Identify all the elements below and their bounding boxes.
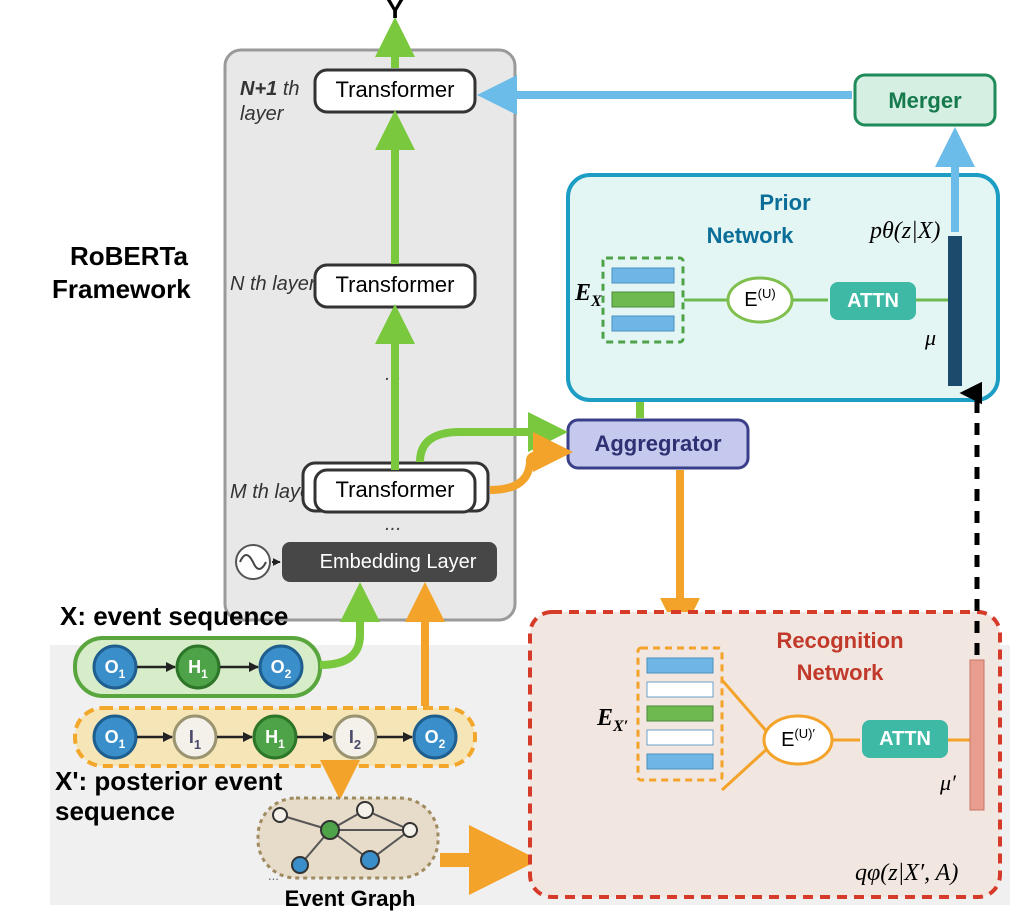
transformer-box: Transformer [315, 70, 475, 112]
eup-node: E(U)′ [764, 716, 832, 764]
ex-bars [603, 258, 683, 342]
svg-text:Transformer: Transformer [336, 477, 455, 502]
roberta-title-2: Framework [52, 274, 191, 304]
svg-text:ATTN: ATTN [847, 290, 899, 312]
svg-text:ATTN: ATTN [879, 728, 931, 750]
xprime-sequence: O1 I1 H1 I2 O2 [75, 708, 475, 766]
svg-text:Aggregrator: Aggregrator [594, 431, 722, 456]
attn-prior: ATTN [830, 282, 916, 320]
output-label: Y [386, 0, 403, 24]
mu-bar [948, 236, 962, 386]
x-seq-label: X: event sequence [60, 601, 288, 631]
mup-label: μ′ [939, 770, 957, 795]
roberta-panel [225, 50, 515, 620]
eu-node: E(U) [728, 278, 792, 322]
layer-np1: N+1 [240, 78, 277, 100]
mup-bar [970, 660, 984, 810]
svg-text:Transformer: Transformer [336, 77, 455, 102]
svg-text:Network: Network [707, 223, 795, 248]
svg-text:N+1 th: N+1 th [240, 78, 300, 100]
svg-text:Merger: Merger [888, 88, 962, 113]
merger-module: Merger [855, 75, 995, 125]
graph-dots: ... [268, 868, 279, 883]
svg-text:Recognition: Recognition [776, 628, 903, 653]
transformer-box: Transformer [303, 463, 488, 512]
layer-np1-b: layer [240, 103, 285, 125]
dots-2: ... [385, 513, 402, 535]
svg-text:Embedding Layer: Embedding Layer [320, 551, 477, 573]
xprime-label-2: sequence [55, 796, 175, 826]
aggregator-module: Aggregrator [568, 420, 748, 468]
recog-math: qφ(z|X′, A) [855, 860, 958, 886]
embedding-layer: Embedding Layer [282, 542, 497, 582]
svg-text:Transformer: Transformer [336, 272, 455, 297]
exp-bars [638, 648, 722, 780]
x-sequence: O1 H1 O2 [75, 638, 320, 696]
roberta-title-1: RoBERTa [70, 241, 189, 271]
event-graph-label: Event Graph [285, 886, 416, 911]
mu-label: μ [924, 325, 936, 350]
attn-recog: ATTN [862, 720, 948, 758]
layer-n: N th layer [230, 273, 317, 295]
transformer-box: Transformer [315, 265, 475, 307]
svg-text:Network: Network [797, 660, 885, 685]
svg-text:Prior: Prior [759, 190, 811, 215]
prior-math: pθ(z|X) [868, 218, 940, 244]
xprime-label-1: X': posterior event [55, 766, 283, 796]
